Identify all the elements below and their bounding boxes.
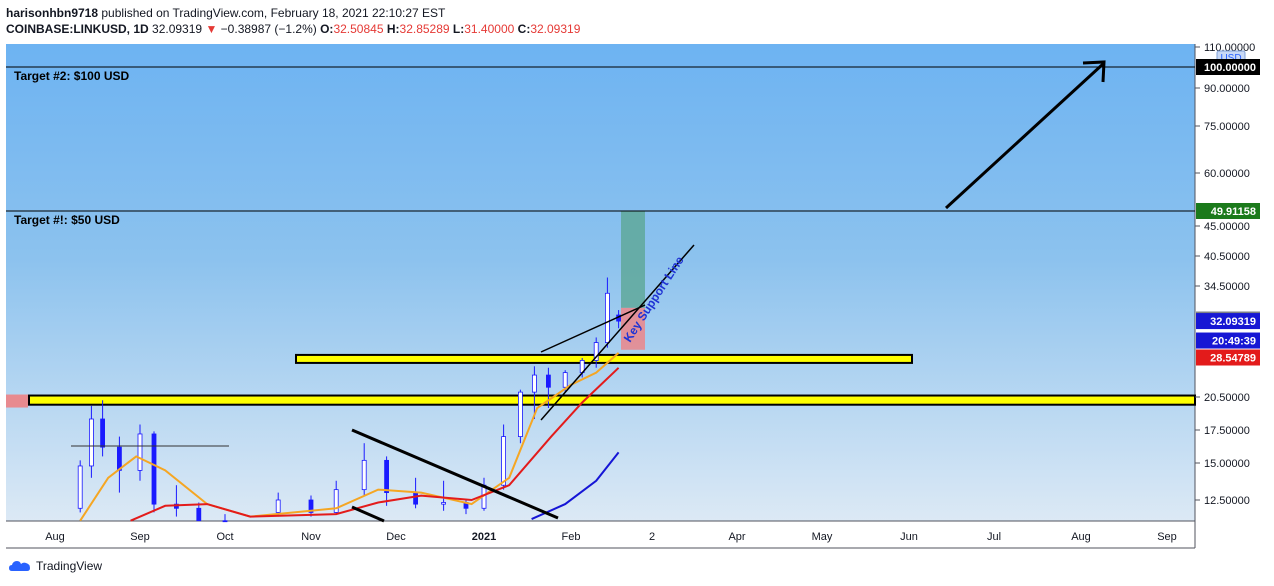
key-support-line[interactable] bbox=[540, 244, 695, 421]
x-tick-label: 2 bbox=[649, 531, 655, 543]
high-value: 32.85289 bbox=[399, 22, 450, 36]
y-tick-label: 12.50000 bbox=[1204, 495, 1250, 507]
lower-trend-line[interactable] bbox=[351, 505, 385, 523]
x-tick-label: Feb bbox=[562, 531, 581, 543]
chart-background bbox=[6, 44, 1195, 521]
target-arrow-shaft[interactable] bbox=[944, 62, 1105, 210]
footer-brand: TradingView bbox=[36, 559, 103, 573]
price-badge: 49.91158 bbox=[1196, 202, 1260, 219]
ohlc-line: COINBASE:LINKUSD, 1D 32.09319 ▼ −0.38987… bbox=[6, 21, 1266, 37]
x-tick-label: Sep bbox=[130, 531, 150, 543]
publish-line: harisonhbn9718 published on TradingView.… bbox=[6, 5, 1266, 21]
moving-average-line[interactable] bbox=[531, 451, 620, 521]
target-2-label: Target #2: $100 USD bbox=[14, 69, 129, 83]
publish-text: published on TradingView.com, February 1… bbox=[101, 6, 446, 20]
y-tick-label: 20.50000 bbox=[1204, 392, 1250, 404]
x-tick-label: Jun bbox=[900, 531, 918, 543]
currency-label: USD bbox=[1220, 53, 1241, 64]
y-tick-label: 90.00000 bbox=[1204, 83, 1250, 95]
price-badge: 28.54789 bbox=[1196, 349, 1260, 366]
candle[interactable] bbox=[196, 502, 202, 522]
price-badge-label: 28.54789 bbox=[1210, 353, 1256, 365]
candle[interactable] bbox=[441, 480, 447, 511]
x-tick-label: Jul bbox=[987, 531, 1001, 543]
candle[interactable] bbox=[361, 443, 367, 496]
symbol-label: COINBASE:LINKUSD, 1D bbox=[6, 22, 149, 36]
change-arrow-icon: ▼ bbox=[205, 22, 218, 36]
x-tick-label: May bbox=[812, 531, 833, 543]
price-badge: 20:49:39 bbox=[1196, 332, 1260, 349]
upper-wedge-line[interactable] bbox=[540, 304, 646, 353]
downtrend-line[interactable] bbox=[351, 428, 559, 520]
candle[interactable] bbox=[532, 366, 537, 419]
x-tick-label: Nov bbox=[301, 531, 321, 543]
tradingview-footer[interactable]: TradingView bbox=[8, 559, 102, 573]
y-tick-label: 75.00000 bbox=[1204, 121, 1250, 133]
tradingview-logo-icon bbox=[9, 561, 30, 571]
candle[interactable] bbox=[593, 337, 599, 368]
open-label: O: bbox=[320, 22, 334, 36]
moving-average-line[interactable] bbox=[130, 367, 620, 522]
close-value: 32.09319 bbox=[530, 22, 581, 36]
y-tick-label: 34.50000 bbox=[1204, 281, 1250, 293]
support-zone[interactable] bbox=[295, 353, 913, 364]
price-badge-label: 49.91158 bbox=[1211, 206, 1256, 218]
y-tick-label: 45.00000 bbox=[1204, 221, 1250, 233]
candle[interactable] bbox=[605, 277, 610, 348]
candle[interactable] bbox=[275, 492, 281, 517]
x-tick-label: Sep bbox=[1157, 531, 1177, 543]
price-badge-label: 20:49:39 bbox=[1212, 336, 1256, 348]
x-tick-label: Aug bbox=[1071, 531, 1091, 543]
candle[interactable] bbox=[137, 424, 143, 481]
price-badge: 100.00000 bbox=[1196, 59, 1260, 75]
high-label: H: bbox=[386, 22, 400, 36]
x-tick-label: Oct bbox=[216, 531, 233, 543]
y-tick-label: 40.50000 bbox=[1204, 251, 1250, 263]
close-label: C: bbox=[517, 22, 531, 36]
target-1-label: Target #!: $50 USD bbox=[14, 213, 120, 227]
zone-left-marker bbox=[6, 394, 28, 408]
y-tick-label: 60.00000 bbox=[1204, 168, 1250, 180]
low-value: 31.40000 bbox=[464, 22, 515, 36]
change-value: −0.38987 (−1.2%) bbox=[220, 22, 317, 36]
candle[interactable] bbox=[89, 405, 94, 478]
y-tick-label: 15.00000 bbox=[1204, 458, 1250, 470]
target-arrow-head-icon bbox=[1082, 60, 1106, 83]
x-tick-label: Dec bbox=[386, 531, 406, 543]
moving-average-line[interactable] bbox=[79, 352, 620, 522]
candle[interactable] bbox=[100, 400, 105, 457]
x-tick-label: 2021 bbox=[472, 531, 496, 543]
candle[interactable] bbox=[308, 495, 314, 517]
open-value: 32.50845 bbox=[333, 22, 384, 36]
last-price: 32.09319 bbox=[152, 22, 203, 36]
candle[interactable] bbox=[77, 460, 83, 513]
price-badge: 32.09319 bbox=[1196, 313, 1260, 330]
x-tick-label: Aug bbox=[45, 531, 65, 543]
support-zone[interactable] bbox=[28, 394, 1196, 406]
candle[interactable] bbox=[384, 456, 390, 506]
candle[interactable] bbox=[501, 424, 507, 490]
price-badge-label: 100.00000 bbox=[1204, 62, 1256, 74]
candle[interactable] bbox=[222, 514, 228, 523]
take-profit-zone[interactable] bbox=[621, 210, 645, 308]
y-tick-label: 17.50000 bbox=[1204, 425, 1250, 437]
candle[interactable] bbox=[518, 389, 523, 444]
low-label: L: bbox=[452, 22, 465, 36]
price-badge-label: 32.09319 bbox=[1210, 316, 1256, 328]
author-name[interactable]: harisonhbn9718 bbox=[6, 6, 99, 20]
candle[interactable] bbox=[151, 431, 157, 513]
x-tick-label: Apr bbox=[728, 531, 745, 543]
chart-header: harisonhbn9718 published on TradingView.… bbox=[6, 5, 1266, 37]
